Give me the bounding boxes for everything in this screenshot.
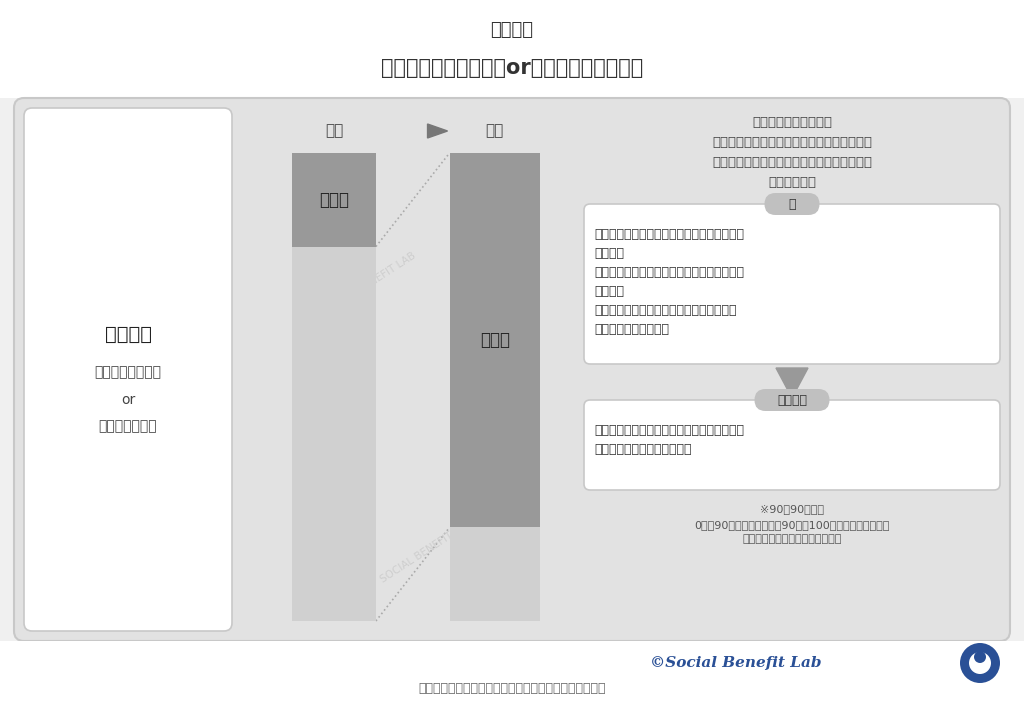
Text: ・上位２０％の要素に着目して仕事を進めれ
　ば、スピードは５倍になる: ・上位２０％の要素に着目して仕事を進めれ ば、スピードは５倍になる bbox=[594, 424, 744, 456]
Bar bbox=[292, 247, 376, 621]
Text: ８０対２０の法則
or
パレートの法則: ８０対２０の法則 or パレートの法則 bbox=[94, 365, 162, 434]
Text: SOCIAL BENEFIT LAB: SOCIAL BENEFIT LAB bbox=[322, 250, 417, 318]
Text: この画像を改変、転載する場合はお問い合わせください: この画像を改変、転載する場合はお問い合わせください bbox=[418, 683, 606, 696]
Bar bbox=[0, 641, 1024, 709]
Circle shape bbox=[974, 651, 986, 663]
Bar bbox=[450, 527, 540, 621]
FancyBboxPatch shape bbox=[584, 400, 1000, 490]
Bar bbox=[0, 0, 1024, 98]
Text: SOCIAL BENEFIT LAB: SOCIAL BENEFIT LAB bbox=[378, 518, 474, 584]
Text: 要素: 要素 bbox=[325, 123, 343, 138]
Text: 重点思考: 重点思考 bbox=[490, 21, 534, 39]
Bar bbox=[292, 153, 376, 247]
Text: ©Social Benefit Lab: ©Social Benefit Lab bbox=[650, 656, 821, 670]
FancyBboxPatch shape bbox=[584, 204, 1000, 364]
Text: 例: 例 bbox=[788, 198, 796, 211]
Text: 「トム・カーギル　ベル研究所」: 「トム・カーギル ベル研究所」 bbox=[742, 534, 842, 544]
FancyBboxPatch shape bbox=[14, 98, 1010, 641]
Circle shape bbox=[969, 652, 991, 674]
Bar bbox=[450, 153, 540, 527]
Text: ・上位２０％の顧客が、売上の８０％を占め
　ている
・上位２０％の製品が、売上の８０％を占め
　ている
・上位２０％の不具合が、トラブル全体の
　８０％を占めて: ・上位２０％の顧客が、売上の８０％を占め ている ・上位２０％の製品が、売上の８… bbox=[594, 228, 744, 336]
Text: ８０％: ８０％ bbox=[479, 331, 510, 350]
Text: 結果: 結果 bbox=[485, 123, 504, 138]
FancyBboxPatch shape bbox=[755, 389, 829, 411]
Text: 重点思考: 重点思考 bbox=[104, 325, 152, 344]
Text: ※90対90の法則: ※90対90の法則 bbox=[760, 504, 824, 514]
Text: 0点を90点にする労力と、90点を100点にする労力は同じ: 0点を90点にする労力と、90点を100点にする労力は同じ bbox=[694, 520, 890, 530]
Polygon shape bbox=[428, 124, 447, 138]
Text: ～８０対２０の法則　or　パレートの法則～: ～８０対２０の法則 or パレートの法則～ bbox=[381, 58, 643, 78]
FancyBboxPatch shape bbox=[765, 193, 819, 215]
Text: ２０％: ２０％ bbox=[319, 191, 349, 208]
Circle shape bbox=[961, 643, 1000, 683]
Polygon shape bbox=[776, 368, 808, 398]
Text: 上位２０％の要素が、
全体の８０％に貢献しているという経験則。
イタリアの経済学者ヴィルフレド・パレート
が発見した。: 上位２０％の要素が、 全体の８０％に貢献しているという経験則。 イタリアの経済学… bbox=[712, 116, 872, 189]
Text: ポイント: ポイント bbox=[777, 393, 807, 406]
FancyBboxPatch shape bbox=[24, 108, 232, 631]
